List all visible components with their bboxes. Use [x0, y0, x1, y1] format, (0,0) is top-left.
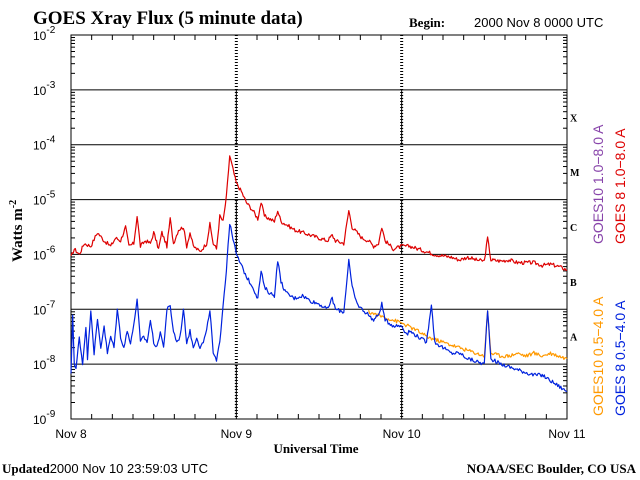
- series-line-goes-8-0-5-4-0-a: [70, 223, 568, 393]
- x-tick-label: Nov 11: [548, 427, 585, 441]
- y-tick-label: 10-2: [33, 25, 56, 43]
- footer-updated-label: Updated: [2, 461, 50, 476]
- y-axis-label: Watts m-2: [8, 200, 26, 262]
- y-tick-exp: -8: [46, 354, 55, 365]
- legend-goes8-short: GOES 8 0.5−4.0 A: [612, 300, 628, 416]
- flare-class-b: B: [570, 278, 577, 289]
- begin-label: Begin:: [409, 15, 445, 30]
- begin-value: 2000 Nov 8 0000 UTC: [474, 15, 603, 30]
- x-axis-ticks: Nov 8 Nov 9 Nov 10 Nov 11: [55, 35, 586, 441]
- y-tick-label: 10-9: [33, 409, 56, 427]
- flare-class-labels: A B C M X: [570, 113, 580, 343]
- flare-class-a: A: [570, 333, 578, 344]
- y-tick-exp: -2: [46, 25, 55, 36]
- y-tick-label: 10-6: [33, 244, 56, 262]
- grid-lines: [71, 35, 567, 419]
- x-tick-label: Nov 10: [383, 427, 421, 441]
- y-tick-base: 10: [33, 358, 47, 372]
- y-tick-exp: -9: [46, 409, 55, 420]
- series-line-goes10-0-5-4-0-a: [368, 310, 568, 360]
- footer-updated: Updated2000 Nov 10 23:59:03 UTC: [2, 461, 208, 476]
- series-line-goes-8-1-0-8-0-a: [70, 155, 568, 271]
- y-tick-base: 10: [33, 303, 47, 317]
- y-tick-label: 10-5: [33, 190, 56, 208]
- y-tick-label: 10-4: [33, 135, 56, 153]
- y-tick-base: 10: [33, 84, 47, 98]
- y-tick-base: 10: [33, 29, 47, 43]
- y-tick-label: 10-8: [33, 354, 56, 372]
- y-tick-exp: -4: [46, 135, 55, 146]
- y-tick-label: 10-3: [33, 80, 56, 98]
- y-tick-exp: -3: [46, 80, 55, 91]
- y-tick-base: 10: [33, 194, 47, 208]
- legend-goes8-long: GOES 8 1.0−8.0 A: [612, 128, 628, 244]
- y-tick-exp: -7: [46, 299, 55, 310]
- legend-goes10-short: GOES10 0.5−4.0 A: [590, 296, 606, 416]
- y-tick-exp: -5: [46, 190, 55, 201]
- y-axis-ticks: 10-910-810-710-610-510-410-310-2: [33, 25, 567, 427]
- legend-goes10-long: GOES10 1.0−8.0 A: [590, 124, 606, 244]
- flare-class-c: C: [570, 223, 577, 234]
- y-tick-base: 10: [33, 139, 47, 153]
- x-tick-label: Nov 8: [55, 427, 87, 441]
- x-axis-label: Universal Time: [273, 441, 358, 456]
- chart-title: GOES Xray Flux (5 minute data): [33, 8, 303, 29]
- y-tick-label: 10-7: [33, 299, 56, 317]
- footer-updated-value: 2000 Nov 10 23:59:03 UTC: [50, 461, 208, 476]
- y-tick-base: 10: [33, 413, 47, 427]
- flare-class-x: X: [570, 113, 578, 124]
- y-tick-base: 10: [33, 248, 47, 262]
- data-series: [70, 155, 568, 393]
- x-tick-label: Nov 9: [221, 427, 253, 441]
- footer-credit: NOAA/SEC Boulder, CO USA: [467, 461, 637, 476]
- y-tick-exp: -6: [46, 244, 55, 255]
- flare-class-m: M: [570, 168, 580, 179]
